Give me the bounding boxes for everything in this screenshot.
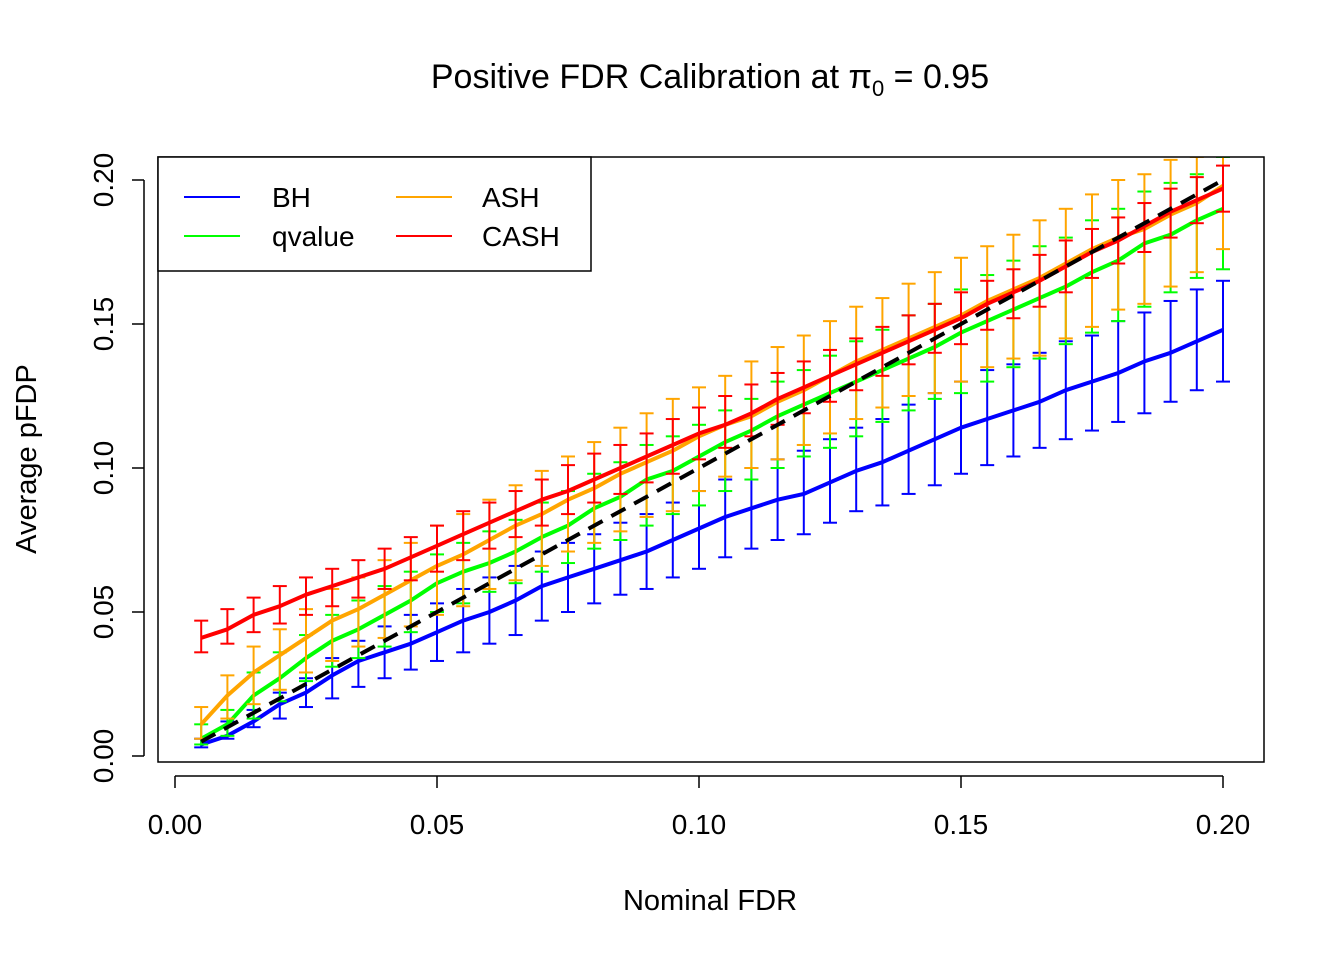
plot-frame: [157, 156, 1265, 763]
chart-title-subscript: 0: [872, 76, 884, 101]
legend: BH qvalue ASH CASH: [157, 156, 592, 272]
legend-label-qvalue: qvalue: [272, 221, 355, 252]
reference-line: [200, 178, 1224, 744]
x-tick-label: 0.10: [672, 809, 727, 840]
series-bh: [194, 279, 1230, 749]
axes-layer: 0.00 0.05 0.10 0.15 0.20 0.00 0.05 0.10 0.15 0.20: [88, 153, 1265, 840]
plot-area: [194, 157, 1230, 749]
plot-layer: [194, 157, 1230, 749]
y-tick-label: 0.05: [88, 585, 119, 640]
x-tick-label: 0.00: [148, 809, 203, 840]
y-tick-label: 0.00: [88, 729, 119, 784]
series-line-bh: [200, 327, 1224, 747]
legend-label-cash: CASH: [482, 221, 560, 252]
chart-title-suffix: = 0.95: [884, 58, 989, 96]
y-tick-label: 0.15: [88, 297, 119, 352]
y-tick-label: 0.10: [88, 441, 119, 496]
chart-title: Positive FDR Calibration at π0 = 0.95: [431, 58, 989, 101]
legend-label-bh: BH: [272, 182, 311, 213]
chart-title-prefix: Positive FDR Calibration at: [431, 58, 849, 96]
y-axis-title: Average pFDP: [11, 364, 43, 554]
x-axis-title: Nominal FDR: [623, 885, 797, 917]
series-line-qvalue: [200, 206, 1224, 741]
x-tick-label: 0.05: [410, 809, 465, 840]
x-tick-label: 0.15: [934, 809, 989, 840]
x-tick-label: 0.20: [1196, 809, 1251, 840]
legend-box: [157, 156, 592, 272]
legend-label-ash: ASH: [482, 182, 540, 213]
y-tick-label: 0.20: [88, 153, 119, 208]
chart-title-symbol: π: [848, 58, 871, 96]
